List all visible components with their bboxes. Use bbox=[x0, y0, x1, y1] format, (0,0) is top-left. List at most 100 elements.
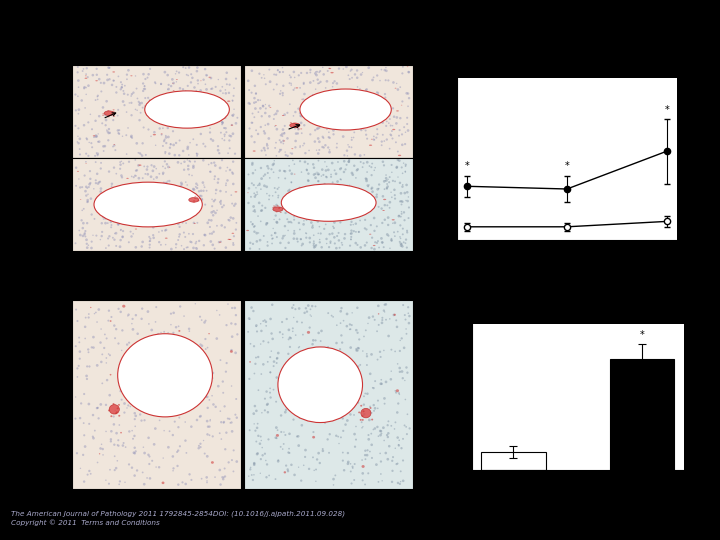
Point bbox=[386, 346, 397, 354]
Point bbox=[210, 208, 221, 217]
Point bbox=[114, 130, 125, 138]
Point bbox=[402, 197, 413, 205]
Point bbox=[381, 66, 392, 75]
Point bbox=[160, 164, 171, 173]
Point bbox=[249, 402, 261, 410]
Point bbox=[209, 175, 220, 184]
Ellipse shape bbox=[108, 116, 110, 117]
Point bbox=[392, 227, 403, 236]
Point bbox=[354, 361, 366, 369]
Point bbox=[218, 418, 230, 427]
Point bbox=[315, 67, 326, 76]
Point bbox=[359, 480, 371, 489]
Point bbox=[76, 206, 88, 215]
Point bbox=[164, 144, 176, 152]
Point bbox=[368, 73, 379, 82]
Point bbox=[327, 230, 338, 238]
Point bbox=[400, 235, 412, 244]
Ellipse shape bbox=[369, 145, 372, 146]
Point bbox=[293, 104, 305, 113]
Point bbox=[369, 226, 380, 235]
Point bbox=[369, 166, 380, 174]
Point bbox=[77, 232, 89, 240]
Point bbox=[194, 440, 206, 448]
Point bbox=[376, 141, 387, 150]
Point bbox=[179, 233, 191, 241]
Point bbox=[346, 168, 358, 177]
Point bbox=[215, 237, 227, 246]
Point bbox=[226, 418, 238, 427]
Point bbox=[379, 215, 390, 224]
Point bbox=[358, 159, 369, 167]
Point bbox=[163, 80, 174, 89]
Point bbox=[118, 90, 130, 98]
Point bbox=[397, 198, 408, 206]
Point bbox=[117, 219, 129, 228]
Point bbox=[389, 191, 400, 199]
Point bbox=[72, 92, 84, 100]
Ellipse shape bbox=[396, 389, 399, 392]
Point bbox=[284, 161, 295, 170]
Point bbox=[96, 227, 108, 236]
Point bbox=[120, 478, 131, 487]
Point bbox=[338, 316, 349, 325]
Ellipse shape bbox=[361, 408, 371, 418]
Point bbox=[158, 454, 169, 462]
Point bbox=[217, 89, 229, 98]
Point bbox=[256, 206, 267, 215]
Point bbox=[92, 95, 104, 104]
Point bbox=[267, 335, 279, 343]
Point bbox=[121, 108, 132, 117]
Point bbox=[293, 463, 305, 471]
Text: *: * bbox=[564, 161, 570, 172]
Point bbox=[163, 177, 175, 185]
Point bbox=[392, 459, 403, 468]
Point bbox=[377, 319, 388, 327]
Point bbox=[96, 440, 107, 449]
Point bbox=[131, 139, 143, 147]
Point bbox=[148, 440, 160, 449]
Point bbox=[256, 370, 267, 379]
Point bbox=[87, 231, 99, 240]
Point bbox=[289, 227, 300, 235]
Point bbox=[266, 239, 278, 248]
Point bbox=[344, 75, 356, 83]
Point bbox=[179, 312, 190, 320]
Point bbox=[253, 199, 265, 207]
Point bbox=[220, 244, 232, 252]
Point bbox=[143, 450, 154, 459]
Point bbox=[313, 170, 325, 179]
Point bbox=[373, 184, 384, 193]
Point bbox=[384, 178, 395, 186]
Point bbox=[382, 455, 394, 463]
Point bbox=[345, 460, 356, 468]
Ellipse shape bbox=[300, 89, 391, 130]
Point bbox=[205, 85, 217, 93]
Point bbox=[261, 219, 273, 227]
Point bbox=[106, 179, 117, 188]
Point bbox=[361, 389, 373, 398]
Point bbox=[303, 464, 315, 473]
Point bbox=[357, 422, 369, 431]
Point bbox=[112, 456, 123, 465]
Point bbox=[369, 404, 381, 413]
Point bbox=[298, 139, 310, 148]
Point bbox=[180, 480, 192, 488]
Point bbox=[310, 85, 321, 93]
Point bbox=[322, 66, 333, 75]
Point bbox=[329, 77, 341, 86]
Point bbox=[211, 221, 222, 230]
Point bbox=[189, 185, 200, 194]
Point bbox=[202, 417, 213, 426]
Point bbox=[143, 70, 154, 79]
Point bbox=[274, 136, 285, 145]
Point bbox=[352, 83, 364, 91]
Point bbox=[78, 83, 90, 91]
Point bbox=[366, 454, 378, 462]
Point bbox=[148, 175, 160, 184]
Point bbox=[207, 432, 218, 441]
Point bbox=[184, 327, 195, 335]
Ellipse shape bbox=[283, 140, 285, 141]
Point bbox=[202, 403, 213, 412]
Point bbox=[260, 100, 271, 109]
